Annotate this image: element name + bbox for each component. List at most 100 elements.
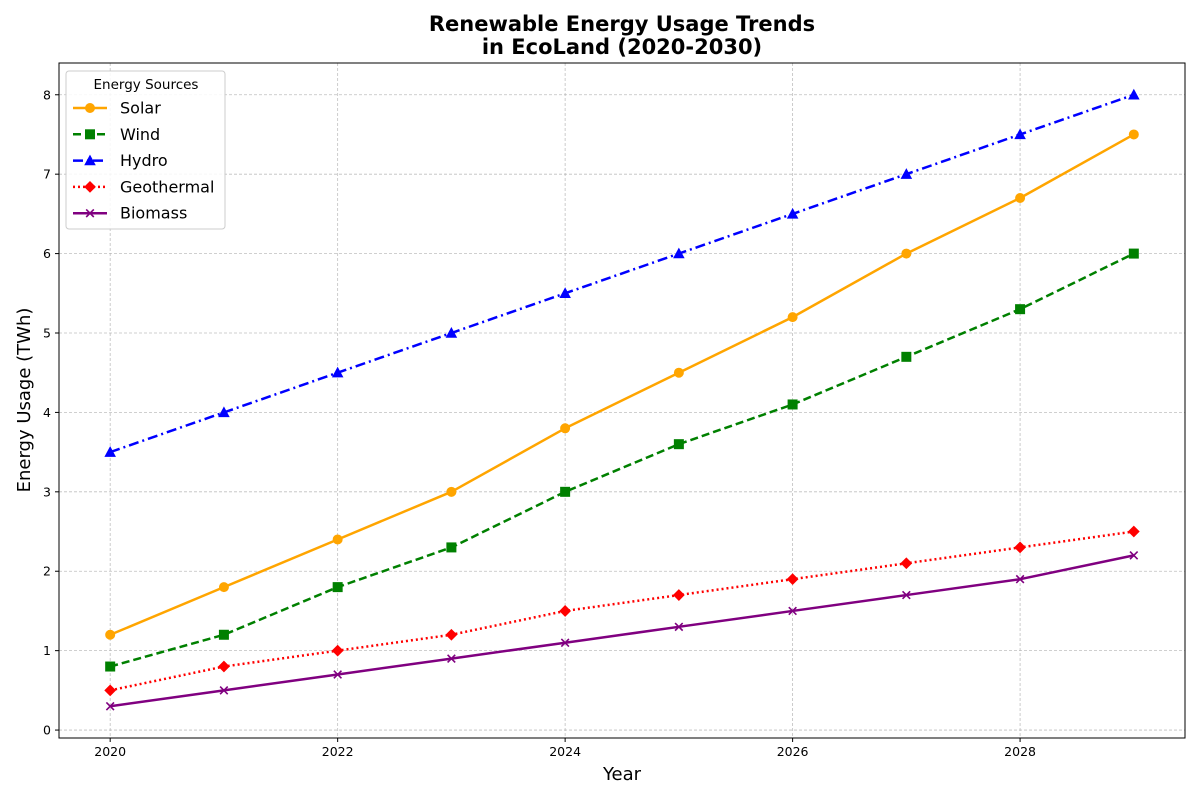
legend-label-wind: Wind (120, 125, 160, 144)
data-point-geothermal (218, 660, 230, 673)
legend-box (65, 70, 226, 230)
legend-marker-solar (85, 103, 95, 113)
data-point-biomass (674, 622, 684, 632)
y-tick-label: 8 (43, 87, 51, 102)
data-point-solar (105, 629, 116, 640)
legend-marker-geothermal (84, 181, 96, 193)
plot-area-frame (58, 62, 1186, 739)
data-point-geothermal (900, 557, 913, 570)
data-point-solar (673, 367, 684, 378)
data-point-biomass (105, 701, 115, 711)
legend-label-biomass: Biomass (120, 204, 187, 223)
data-point-hydro (104, 446, 116, 457)
data-point-biomass (1129, 550, 1139, 560)
x-axis-label: Year (602, 764, 642, 785)
x-tick-label: 2028 (1004, 744, 1036, 759)
x-tick-label: 2022 (322, 744, 354, 759)
x-tick-label: 2024 (549, 744, 581, 759)
legend-marker-hydro (84, 154, 96, 166)
data-point-solar (218, 582, 229, 593)
data-point-wind (446, 542, 457, 553)
axis-ticks: 2020 2022 2024 2026 2028 0 1 2 3 4 5 6 7 8 (43, 87, 1036, 759)
data-point-biomass (1015, 574, 1025, 584)
data-point-hydro (673, 247, 685, 259)
data-point-biomass (447, 654, 456, 663)
data-point-wind (901, 351, 912, 362)
data-point-wind (218, 629, 229, 640)
y-tick-label: 5 (43, 326, 51, 341)
data-point-geothermal (445, 628, 458, 641)
legend-label-solar: Solar (120, 99, 161, 118)
y-tick-label: 4 (43, 405, 51, 420)
data-point-solar (446, 486, 457, 497)
data-point-hydro (1014, 128, 1026, 140)
legend-entries: Solar Wind Hydro Geothermal Biomass (73, 99, 214, 223)
data-point-solar (332, 534, 343, 545)
data-point-solar (560, 423, 571, 434)
data-point-biomass (901, 590, 911, 600)
data-point-solar (1128, 129, 1139, 140)
data-point-wind (105, 661, 116, 672)
data-point-wind (560, 486, 571, 497)
data-point-hydro (218, 406, 230, 418)
data-point-hydro (445, 326, 458, 338)
legend-label-hydro: Hydro (120, 151, 168, 170)
legend-entry-wind: Wind (73, 125, 160, 144)
legend-entry-geothermal: Geothermal (73, 177, 214, 196)
data-point-hydro (900, 168, 913, 179)
data-point-geothermal (559, 605, 572, 617)
data-point-geothermal (331, 644, 344, 657)
y-tick-label: 2 (43, 564, 51, 579)
series-solar (105, 129, 1139, 640)
data-point-solar (901, 248, 912, 259)
data-point-biomass (219, 685, 229, 695)
data-point-hydro (1128, 88, 1140, 100)
y-tick-label: 6 (43, 246, 51, 261)
data-point-wind (1128, 248, 1139, 259)
data-point-geothermal (786, 573, 799, 586)
y-tick-label: 3 (43, 484, 51, 499)
series-line-biomass (110, 554, 1135, 708)
data-point-hydro (786, 207, 799, 219)
data-point-hydro (559, 287, 571, 299)
y-tick-label: 0 (43, 723, 51, 738)
y-tick-label: 1 (43, 643, 51, 658)
y-tick-label: 7 (43, 167, 51, 182)
series-geothermal (104, 525, 1140, 697)
x-tick-label: 2026 (777, 744, 809, 759)
legend-entry-solar: Solar (73, 99, 161, 118)
data-point-geothermal (672, 589, 685, 601)
series-line-geothermal (109, 530, 1134, 692)
data-point-wind (1015, 304, 1026, 315)
data-point-solar (1015, 193, 1026, 203)
legend-marker-wind (85, 129, 95, 140)
legend-entry-biomass: Biomass (73, 204, 187, 223)
data-point-biomass (788, 606, 797, 616)
data-point-wind (332, 582, 343, 593)
data-point-geothermal (1127, 525, 1140, 538)
data-point-biomass (560, 638, 570, 648)
y-axis-label: Energy Usage (TWh) (14, 308, 35, 493)
series-line-solar (109, 133, 1135, 636)
x-tick-label: 2020 (94, 744, 126, 759)
grid (59, 63, 1185, 738)
legend-label-geothermal: Geothermal (120, 177, 214, 196)
legend: Energy Sources Solar Wind Hydro Geothermal B… (65, 70, 226, 230)
legend-entry-hydro: Hydro (73, 151, 168, 170)
data-point-solar (787, 312, 798, 323)
data-point-wind (673, 439, 684, 450)
series-hydro (104, 88, 1140, 457)
series-biomass (105, 550, 1139, 711)
data-point-hydro (331, 366, 344, 378)
legend-marker-biomass (85, 208, 95, 218)
series-line-wind (109, 252, 1135, 668)
legend-title: Energy Sources (94, 77, 199, 93)
data-point-wind (787, 399, 798, 410)
series-line-hydro (109, 93, 1135, 454)
data-point-biomass (333, 670, 343, 679)
series-wind (105, 248, 1139, 672)
data-point-geothermal (1014, 541, 1026, 554)
series (104, 88, 1140, 711)
